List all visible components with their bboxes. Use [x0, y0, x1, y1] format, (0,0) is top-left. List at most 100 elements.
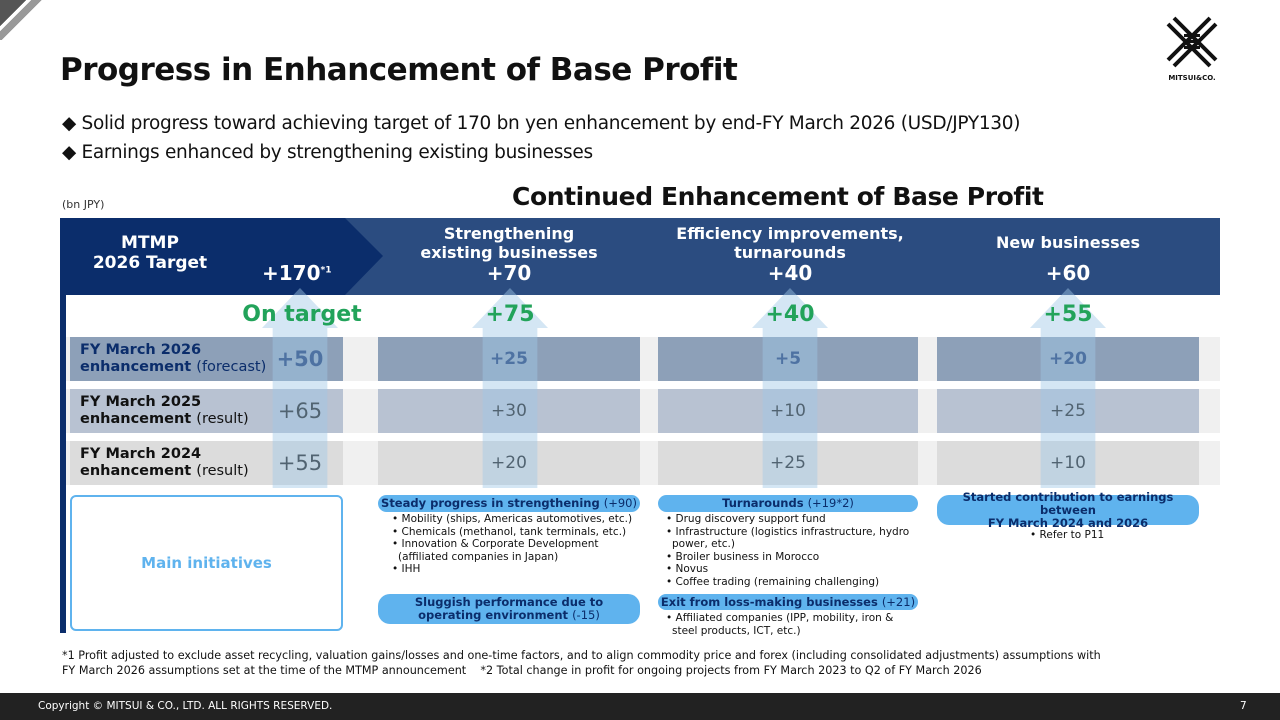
bullet-1: ◆ Solid progress toward achieving target…: [62, 113, 1021, 134]
pill-title: Sluggish performance due to: [414, 595, 604, 609]
progress-new: +55: [1043, 302, 1093, 327]
list-item: • Mobility (ships, Americas automotives,…: [392, 513, 633, 525]
column-header-new: New businesses +60: [937, 233, 1199, 283]
pill-title: Exit from loss-making businesses: [660, 594, 878, 609]
list-item: • Novus: [666, 563, 709, 575]
target-label: MTMP 2026 Target: [70, 233, 230, 273]
list-item: • Chemicals (methanol, tank terminals, e…: [392, 525, 627, 538]
row-type: (result): [196, 463, 249, 479]
target-label-2: 2026 Target: [92, 253, 208, 273]
col-title-1: Strengthening: [443, 224, 575, 243]
steady-pill: Steady progress in strengthening (+90): [378, 495, 640, 512]
unit-label: (bn JPY): [62, 198, 105, 211]
footnote-ref: *1: [320, 265, 332, 276]
sluggish-pill: Sluggish performance due to operating env…: [378, 594, 640, 624]
row-kind: enhancement: [80, 411, 192, 427]
pill-title-2: operating environment: [418, 608, 569, 622]
table-cell: +5: [658, 337, 918, 381]
table-cell: +25: [937, 389, 1199, 433]
left-rule: [60, 295, 66, 633]
col-target: +60: [1045, 261, 1091, 285]
column-header-strengthening: Strengthening existing businesses +70: [378, 224, 640, 283]
table-cell: +20: [937, 337, 1199, 381]
list-item-text: Coffee trading (remaining challenging): [675, 575, 880, 588]
footnote-1: *1 Profit adjusted to exclude asset recy…: [62, 649, 1101, 662]
table-cell: +20: [378, 441, 640, 485]
footnote-2: FY March 2026 assumptions set at the tim…: [62, 664, 982, 677]
steady-list: • Mobility (ships, Americas automotives,…: [390, 513, 640, 576]
exit-pill: Exit from loss-making businesses (+21): [658, 594, 918, 610]
on-target-label: On target: [242, 302, 362, 327]
row-type: (forecast): [196, 359, 267, 375]
table-cell: +30: [378, 389, 640, 433]
up-arrow: [472, 288, 548, 488]
progress-strengthening: +75: [485, 302, 535, 327]
list-item-text: Chemicals (methanol, tank terminals, etc…: [401, 525, 627, 538]
list-item-text: Innovation & Corporate Development (affi…: [398, 538, 599, 563]
up-arrow: [752, 288, 828, 488]
col-target: +70: [486, 261, 532, 285]
list-item: • Affiliated companies (IPP, mobility, i…: [666, 612, 894, 637]
pill-title-2: FY March 2024 and 2026: [987, 515, 1149, 530]
list-item-text: Drug discovery support fund: [675, 513, 826, 525]
col-title-2: turnarounds: [734, 243, 846, 262]
target-label-1: MTMP: [121, 233, 179, 253]
pill-amount: (-15): [572, 608, 600, 622]
main-initiatives-box: Main initiatives: [70, 495, 343, 631]
target-value-text: +170: [262, 261, 321, 285]
table-row-label: FY March 2026 enhancement (forecast): [70, 337, 343, 381]
row-kind: enhancement: [80, 463, 192, 479]
mitsui-logo: MITSUI&CO.: [1160, 14, 1224, 90]
row-year: FY March 2026: [80, 342, 202, 358]
list-item: • Refer to P11: [1030, 529, 1105, 541]
list-item: • Innovation & Corporate Development (af…: [392, 538, 599, 563]
col-title-1: Efficiency improvements,: [676, 224, 904, 243]
new-business-pill: Started contribution to earnings between…: [937, 490, 1199, 529]
col-target: +40: [767, 261, 813, 285]
copyright: Copyright © MITSUI & CO., LTD. ALL RIGHT…: [38, 700, 333, 712]
turnarounds-pill: Turnarounds (+19*2): [658, 495, 918, 512]
logo-text: MITSUI&CO.: [1168, 74, 1216, 82]
target-header: [60, 218, 383, 295]
list-item-text: Affiliated companies (IPP, mobility, iro…: [672, 612, 894, 637]
page-number: 7: [1240, 700, 1247, 712]
table-cell: +25: [658, 441, 918, 485]
table-row-label: FY March 2025 enhancement (result): [70, 389, 343, 433]
table-cell: +25: [378, 337, 640, 381]
page-title: Progress in Enhancement of Base Profit: [60, 52, 738, 88]
pill-amount: (+21): [881, 594, 916, 609]
list-item: • Infrastructure (logistics infrastructu…: [666, 525, 910, 551]
section-title: Continued Enhancement of Base Profit: [512, 182, 1044, 211]
logo-mark-icon: [1166, 16, 1218, 68]
table-row-label: FY March 2024 enhancement (result): [70, 441, 343, 485]
pill-title: Turnarounds: [722, 496, 804, 510]
list-item: • Coffee trading (remaining challenging): [666, 575, 880, 588]
footer-bar: Copyright © MITSUI & CO., LTD. ALL RIGHT…: [0, 693, 1280, 720]
list-item-text: IHH: [401, 563, 421, 575]
corner-decoration: [0, 0, 90, 40]
list-item: • Broiler business in Morocco: [666, 550, 820, 563]
list-item-text: Broiler business in Morocco: [675, 550, 820, 563]
exit-list: • Affiliated companies (IPP, mobility, i…: [664, 612, 918, 637]
list-item-text: Refer to P11: [1039, 529, 1105, 541]
bullet-2: ◆ Earnings enhanced by strengthening exi…: [62, 142, 593, 163]
list-item-text: Infrastructure (logistics infrastructure…: [672, 525, 910, 551]
col-title-2: existing businesses: [420, 243, 598, 262]
list-item-text: Mobility (ships, Americas automotives, e…: [401, 513, 633, 525]
row-total: +65: [277, 399, 323, 423]
row-total: +55: [277, 451, 323, 475]
target-value: +170*1: [262, 261, 331, 285]
row-type: (result): [196, 411, 249, 427]
pill-title: Started contribution to earnings between: [962, 489, 1174, 517]
up-arrow: [262, 288, 338, 488]
column-header-efficiency: Efficiency improvements, turnarounds +40: [640, 224, 940, 283]
turnarounds-list: • Drug discovery support fund • Infrastru…: [664, 513, 918, 588]
table-cell: +10: [658, 389, 918, 433]
table-cell: +10: [937, 441, 1199, 485]
pill-amount: (+19*2): [807, 496, 854, 510]
pill-amount: (+90): [603, 496, 637, 510]
new-business-list: • Refer to P11: [1028, 529, 1198, 542]
progress-efficiency: +40: [765, 302, 815, 327]
list-item-text: Novus: [675, 563, 709, 575]
row-year: FY March 2025: [80, 394, 202, 410]
